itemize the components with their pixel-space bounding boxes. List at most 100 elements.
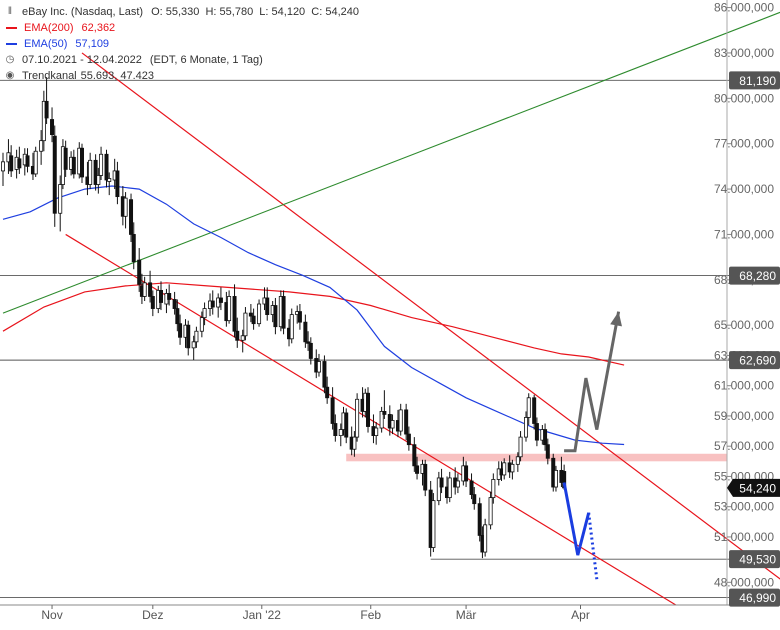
candle-body: [488, 497, 493, 526]
candle-body: [423, 463, 428, 491]
candle: [251, 308, 256, 330]
candle-body: [455, 480, 460, 488]
candle-body: [472, 494, 477, 505]
chart-legend: ‖ eBay Inc. (Nasdaq, Last) O: 55,330 H: …: [4, 4, 359, 84]
legend-interval: (EDT, 6 Monate, 1 Tag): [149, 54, 263, 66]
candle: [534, 417, 539, 447]
candle-body: [243, 312, 248, 337]
candle-body: [406, 433, 411, 446]
target-icon: ◉: [5, 70, 15, 81]
candle-body: [398, 409, 403, 432]
candle: [297, 304, 302, 330]
x-tick-label: Mär: [456, 608, 477, 622]
y-tick-label: 77.000,000: [714, 137, 774, 151]
candle: [216, 293, 221, 318]
candle: [415, 456, 420, 480]
candle: [50, 107, 55, 143]
candle: [257, 299, 262, 327]
candle: [96, 167, 101, 194]
candle-body: [41, 100, 46, 142]
candle: [330, 387, 335, 430]
candle-body: [534, 423, 539, 441]
candle: [469, 473, 474, 500]
candle-body: [355, 398, 360, 438]
candle-body: [415, 465, 420, 474]
candle: [232, 284, 237, 338]
candle: [88, 152, 93, 190]
scenario-layer: [562, 311, 622, 580]
candle-body: [308, 342, 313, 359]
resistance-zone: [346, 453, 727, 462]
candle: [352, 431, 357, 457]
candle: [115, 161, 120, 205]
ema200-swatch: [6, 27, 17, 29]
candle: [41, 90, 46, 152]
x-tick-label: Dez: [142, 608, 163, 622]
bullish-arrowhead: [610, 311, 622, 327]
x-tick-label: Feb: [360, 608, 381, 622]
candle: [71, 149, 76, 179]
legend-title: eBay Inc. (Nasdaq, Last): [22, 6, 144, 18]
candle-body: [148, 282, 153, 297]
candle: [137, 248, 142, 292]
candle-body: [25, 155, 30, 167]
candle: [104, 149, 109, 188]
candle-body: [232, 296, 237, 332]
candle: [404, 403, 409, 441]
candle-body: [93, 159, 98, 185]
candle-body: [44, 100, 49, 119]
candle: [167, 284, 172, 306]
ema50-swatch: [6, 43, 17, 45]
candle-body: [382, 410, 387, 415]
level-label-box: [729, 550, 780, 569]
legend-title-row: ‖ eBay Inc. (Nasdaq, Last) O: 55,330 H: …: [4, 4, 359, 20]
candle: [431, 493, 436, 553]
candle-body: [218, 297, 223, 303]
candle-body: [235, 330, 240, 341]
candle: [406, 426, 411, 451]
candle: [273, 297, 278, 335]
y-tick-label: 83.000,000: [714, 46, 774, 60]
y-tick-label: 86.000,000: [714, 1, 774, 15]
candle-body: [352, 436, 357, 450]
candle-body: [316, 361, 321, 373]
candles-layer: [0, 77, 567, 559]
candle-body: [545, 444, 550, 459]
candle-body: [273, 305, 278, 328]
candle: [58, 175, 63, 232]
candle-body: [167, 293, 172, 300]
candle-body: [172, 299, 177, 309]
candle-body: [338, 429, 343, 436]
last-price-label: 54,240: [739, 481, 776, 495]
level-label: 46,990: [739, 591, 776, 605]
ema200-label: EMA(200): [24, 22, 74, 34]
candle-body: [107, 178, 112, 182]
candle: [483, 518, 488, 557]
ema50-line: [2, 185, 625, 446]
candle-body: [150, 296, 155, 309]
ema200-value: 62,362: [81, 22, 116, 34]
bearish-scenario-path: [562, 482, 591, 556]
x-tick-label: Jan '22: [243, 608, 282, 622]
last-price-box: [727, 478, 780, 497]
candle-body: [50, 119, 55, 136]
candle: [412, 437, 417, 472]
ema200-line: [2, 282, 625, 366]
candle-body: [390, 420, 395, 429]
candle-body: [333, 423, 338, 437]
candle-body: [306, 341, 311, 344]
candle: [265, 287, 270, 321]
candle-body: [281, 296, 286, 329]
candle: [158, 281, 163, 311]
candle-body: [137, 259, 142, 285]
y-tick-label: 53.000,000: [714, 500, 774, 514]
candle-body: [483, 524, 488, 553]
candle: [436, 471, 441, 506]
candle-body: [374, 427, 379, 437]
candle-body: [526, 397, 531, 418]
candle: [390, 414, 395, 435]
candle: [199, 311, 204, 338]
